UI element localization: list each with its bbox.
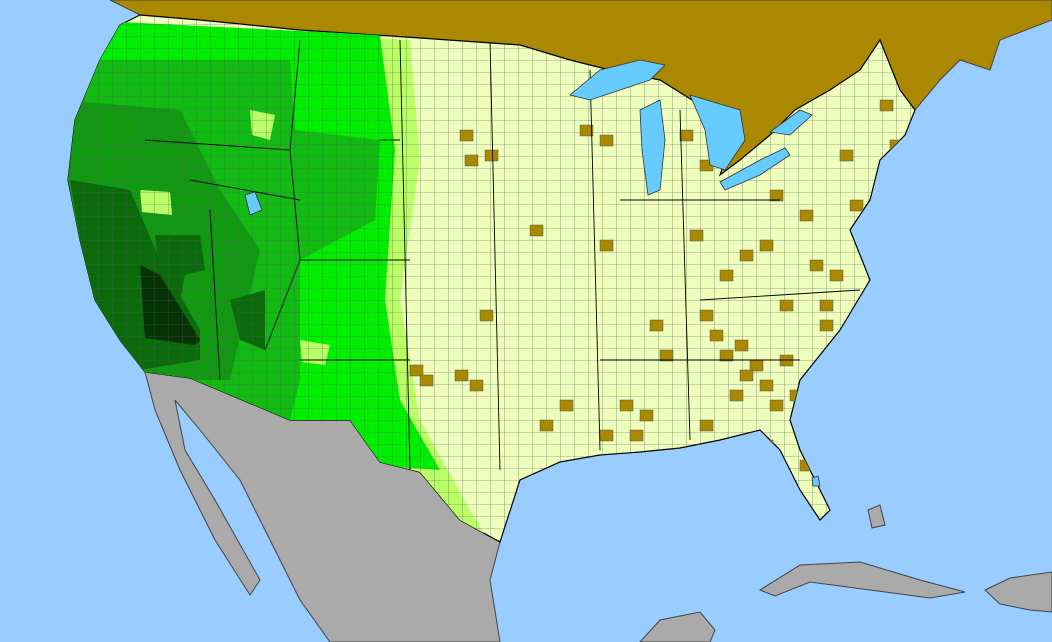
absent-county <box>779 354 794 367</box>
absent-county <box>559 399 574 412</box>
absent-county <box>749 359 764 372</box>
absent-county <box>649 319 664 332</box>
absent-county <box>699 419 714 432</box>
absent-county <box>719 349 734 362</box>
absent-county <box>849 199 864 212</box>
absent-county <box>419 374 434 387</box>
absent-county <box>719 269 734 282</box>
absent-county <box>819 319 834 332</box>
absent-county <box>659 349 674 362</box>
absent-county <box>529 224 544 237</box>
absent-county <box>779 299 794 312</box>
absent-county <box>699 309 714 322</box>
absent-county <box>539 419 554 432</box>
absent-county <box>484 149 499 162</box>
absent-county <box>409 364 424 377</box>
absent-county <box>729 389 744 402</box>
absent-county <box>464 154 479 167</box>
absent-county <box>459 129 474 142</box>
absent-county <box>689 229 704 242</box>
absent-county <box>829 269 844 282</box>
absent-county <box>579 124 594 137</box>
lake-michigan <box>639 99 666 196</box>
absent-county <box>599 134 614 147</box>
hispaniola <box>984 571 1052 613</box>
absent-county <box>639 409 654 422</box>
absent-county <box>819 299 834 312</box>
absent-county <box>759 379 774 392</box>
absent-county <box>454 369 469 382</box>
great-salt-lake <box>244 191 263 216</box>
absent-county <box>739 249 754 262</box>
absent-county <box>599 429 614 442</box>
absent-county <box>769 399 784 412</box>
lake-superior <box>569 59 666 101</box>
state-borders <box>144 39 861 471</box>
cuba <box>758 561 966 599</box>
lake-erie <box>719 147 791 191</box>
absent-county <box>879 99 894 112</box>
absent-county <box>734 339 749 352</box>
absent-county <box>479 309 494 322</box>
great-lakes <box>244 59 821 487</box>
bahamas <box>867 504 886 529</box>
absent-county <box>739 369 754 382</box>
lake-okeechobee <box>811 475 821 487</box>
absent-county <box>679 129 694 142</box>
lake-huron <box>689 94 746 171</box>
absent-county <box>799 209 814 222</box>
absent-county <box>809 259 824 272</box>
absent-county <box>709 329 724 342</box>
absent-county <box>619 399 634 412</box>
absent-county <box>769 189 784 202</box>
absent-county <box>629 429 644 442</box>
mexico-yucatan <box>639 611 716 642</box>
absent-county <box>599 239 614 252</box>
absent-county <box>469 379 484 392</box>
absent-county <box>759 239 774 252</box>
absent-county <box>839 149 854 162</box>
lake-ontario <box>768 109 813 136</box>
